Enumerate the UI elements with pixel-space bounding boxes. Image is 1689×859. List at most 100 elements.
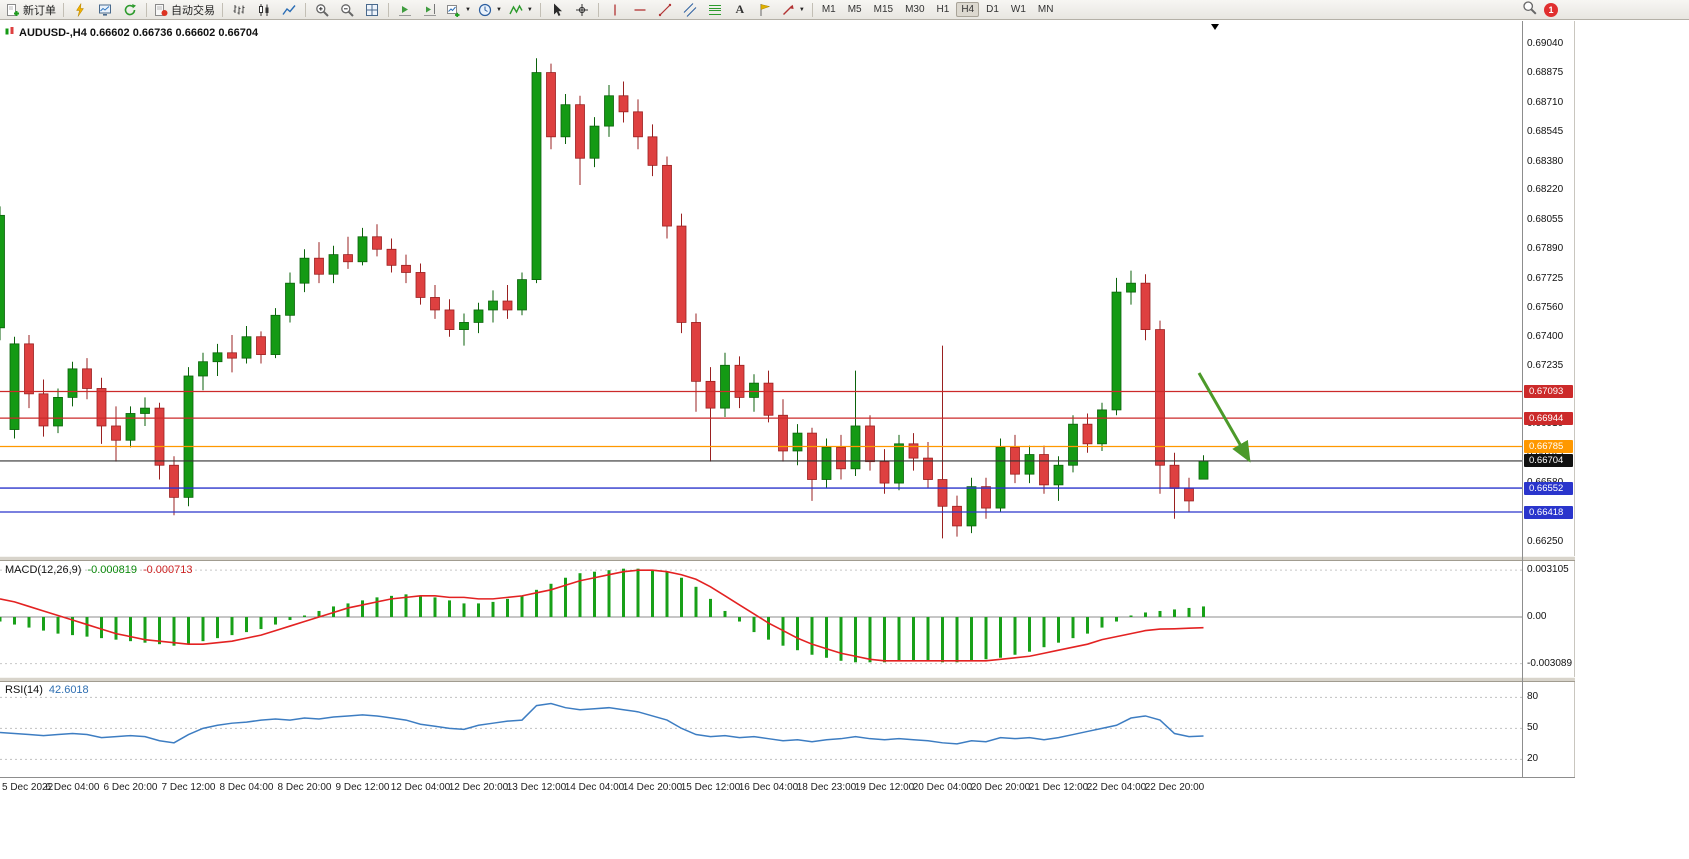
candle-down [1039, 454, 1049, 486]
timeframe-button-h1[interactable]: H1 [936, 4, 950, 15]
candle-down [546, 72, 556, 138]
timeframe-button-h4[interactable]: H4 [956, 2, 980, 17]
macd-histogram-bar [1158, 610, 1162, 617]
candle-up [241, 336, 252, 359]
candle-down [981, 486, 991, 509]
autotrade-button[interactable]: 自动交易 [151, 0, 218, 20]
new-order-label: 新订单 [23, 4, 56, 17]
pane-separator[interactable] [0, 677, 1575, 682]
candle-up [67, 368, 78, 398]
macd-histogram-bar [825, 617, 828, 658]
trend-arrow-annotation[interactable] [1197, 372, 1251, 463]
price-axis: 0.69040 0.68875 0.68710 0.68545 0.68380 0.682… [1522, 21, 1575, 777]
crosshair-icon [575, 3, 589, 17]
macd-histogram-bar [201, 617, 205, 642]
candle-down [314, 257, 324, 275]
symbol-title: AUDUSD-,H4 0.66602 0.66736 0.66602 0.667… [5, 26, 258, 39]
time-axis-label: 15 Dec 12:00 [680, 782, 741, 793]
candle-down [908, 443, 919, 459]
candle-down [401, 264, 411, 273]
price-axis-label: 0.66745 [1527, 447, 1564, 459]
macd-histogram-bar [854, 617, 857, 663]
channel-button[interactable] [678, 0, 702, 20]
fibonacci-button[interactable] [703, 0, 727, 20]
timeframe-button-mn[interactable]: MN [1037, 4, 1054, 15]
time-axis-label: 12 Dec 04:00 [390, 782, 451, 793]
notification-badge[interactable]: 1 [1544, 2, 1558, 17]
timeframe-button-m15[interactable]: M15 [873, 4, 894, 15]
candle-up [198, 361, 208, 377]
candle-up [720, 364, 730, 409]
macd-histogram-bar [593, 571, 596, 617]
search-icon[interactable] [1522, 0, 1537, 20]
candle-down [662, 164, 672, 227]
candle-down [24, 343, 34, 395]
macd-axis-label: 0.00 [1527, 611, 1547, 622]
tile-windows-button[interactable] [360, 0, 384, 20]
candle-down [169, 464, 179, 498]
cursor-button[interactable] [545, 0, 569, 20]
candle-down [1184, 488, 1194, 502]
time-axis-label: 6 Dec 20:00 [103, 782, 158, 793]
periods-button[interactable]: ▼ [475, 0, 505, 20]
time-axis-label: 6 Dec 04:00 [45, 782, 100, 793]
timeframe-button-w1[interactable]: W1 [1010, 4, 1026, 15]
symbol-title-text: AUDUSD-,H4 0.66602 0.66736 0.66602 0.667… [19, 26, 259, 39]
time-axis-label: 21 Dec 12:00 [1028, 782, 1089, 793]
new-chart-button[interactable]: ▼ [443, 0, 474, 20]
candle-down [937, 479, 948, 507]
candle-up [53, 397, 63, 427]
crosshair-button[interactable] [570, 0, 594, 20]
toolbar-separator [222, 2, 223, 17]
candlestick-chart-button[interactable] [252, 0, 276, 20]
scroll-anchor-marker[interactable] [1211, 24, 1219, 30]
macd-histogram-bar [1202, 606, 1205, 617]
toolbar-separator [305, 2, 306, 17]
macd-histogram-bar [1144, 612, 1147, 617]
indicators-button[interactable]: ▼ [506, 0, 536, 20]
candle-down [82, 368, 92, 389]
refresh-icon [123, 3, 137, 17]
price-axis-label: 0.68545 [1527, 126, 1564, 138]
trendline-button[interactable] [653, 0, 677, 20]
lightning-button[interactable] [68, 0, 92, 20]
macd-histogram-bar [390, 595, 393, 617]
arrows-button[interactable]: ▼ [778, 0, 808, 20]
macd-histogram-bar [42, 617, 45, 631]
horizontal-line-button[interactable] [628, 0, 652, 20]
text-label-button[interactable] [753, 0, 777, 20]
chart-shift-button[interactable] [418, 0, 442, 20]
macd-histogram-bar [752, 617, 756, 633]
zoom-out-button[interactable] [335, 0, 359, 20]
timeframe-button-d1[interactable]: D1 [986, 4, 999, 15]
candle-down [1169, 464, 1180, 489]
monitor-button[interactable] [93, 0, 117, 20]
refresh-button[interactable] [118, 0, 142, 20]
line-chart-button[interactable] [277, 0, 301, 20]
macd-histogram-bar [143, 617, 147, 643]
macd-histogram-bar [187, 617, 190, 645]
candle-up [488, 300, 498, 311]
auto-scroll-button[interactable] [393, 0, 417, 20]
zoom-in-button[interactable] [310, 0, 334, 20]
macd-pane [0, 568, 1522, 665]
macd-histogram-bar [941, 617, 944, 663]
text-button[interactable]: A [728, 0, 752, 20]
timeframe-button-m5[interactable]: M5 [847, 4, 862, 15]
timeframe-button-m1[interactable]: M1 [821, 4, 836, 15]
candle-down [96, 388, 107, 427]
rsi-axis-label: 50 [1527, 722, 1539, 734]
time-axis-label: 14 Dec 20:00 [622, 782, 683, 793]
vertical-line-button[interactable] [603, 0, 627, 20]
candle-down [1082, 423, 1093, 445]
bar-chart-button[interactable] [227, 0, 251, 20]
macd-histogram-bar [1086, 617, 1089, 634]
time-axis-label: 12 Dec 20:00 [448, 782, 509, 793]
macd-histogram-bar [317, 610, 321, 617]
candle-down [676, 225, 687, 323]
macd-histogram-bar [868, 617, 872, 663]
timeframe-button-m30[interactable]: M30 [905, 4, 925, 15]
new-order-button[interactable]: 新订单 [3, 0, 59, 20]
pane-separator[interactable] [0, 556, 1575, 561]
price-axis-label: 0.67400 [1527, 330, 1564, 342]
